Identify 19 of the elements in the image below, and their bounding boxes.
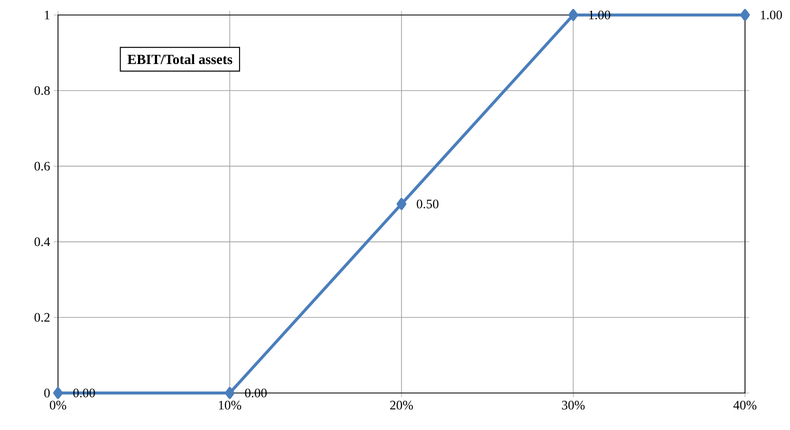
x-tick-label: 10% [219, 400, 242, 410]
y-tick-label: 0.2 [34, 313, 50, 322]
point [396, 198, 406, 210]
x-tick-label: 0% [50, 400, 66, 410]
x-tick-label: 20% [390, 400, 413, 410]
point [53, 387, 63, 399]
text: EBIT/Total assets [128, 54, 232, 64]
x-tick-label: 30% [562, 400, 585, 410]
data-label: 0.50 [416, 200, 438, 208]
y-tick-label: 0.4 [34, 237, 50, 246]
y-tick-label: 1 [44, 10, 50, 20]
data-label: 1.00 [760, 10, 782, 20]
point [740, 9, 750, 21]
y-tick-label: 0.6 [34, 162, 50, 171]
point [568, 9, 578, 21]
y-tick-label: 0.8 [34, 86, 50, 95]
x-tick-label: 40% [733, 400, 756, 410]
point [224, 387, 235, 399]
y-tick-label: 0 [44, 388, 50, 398]
